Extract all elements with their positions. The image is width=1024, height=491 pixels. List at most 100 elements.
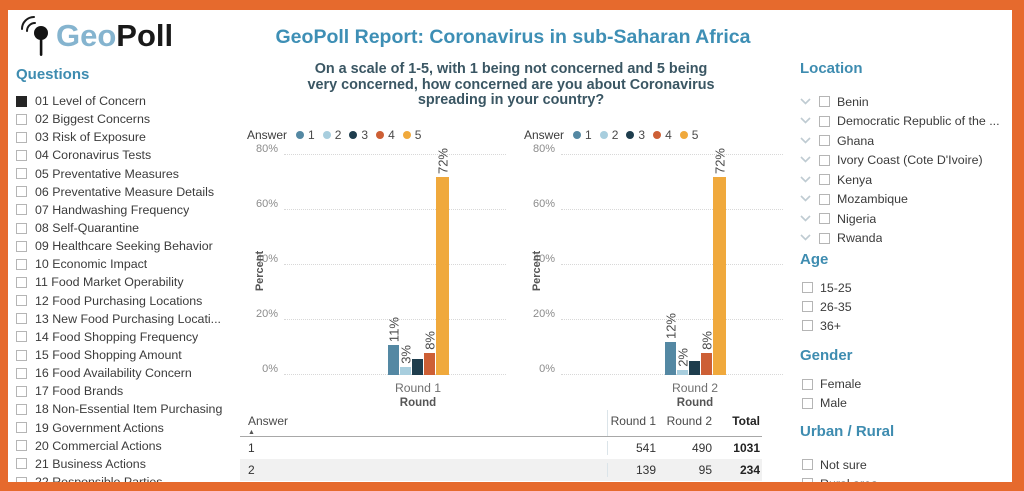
checkbox[interactable] [819,135,830,147]
question-item[interactable]: 21 Business Actions [16,455,244,473]
checkbox[interactable] [16,186,27,198]
checkbox[interactable] [16,331,27,343]
checkbox[interactable] [16,131,27,143]
question-item[interactable]: 04 Coronavirus Tests [16,146,244,164]
filter-item-democratic-republic-of-the[interactable]: Democratic Republic of the ... [800,112,1012,132]
chevron-down-icon[interactable] [800,98,812,106]
bar-answer-2[interactable]: 2% [675,348,690,375]
checkbox[interactable] [16,240,27,252]
checkbox[interactable] [16,313,27,325]
checkbox[interactable] [802,378,813,390]
checkbox[interactable] [802,301,813,313]
filter-item-15-25[interactable]: 15-25 [800,278,1012,297]
question-item[interactable]: 17 Food Brands [16,382,244,400]
question-item[interactable]: 09 Healthcare Seeking Behavior [16,237,244,255]
question-item[interactable]: 02 Biggest Concerns [16,110,244,128]
filter-item-rwanda[interactable]: Rwanda [800,229,1012,249]
checkbox[interactable] [802,282,813,294]
bar-answer-4[interactable]: 8% [699,331,714,375]
sort-ascending-icon[interactable]: ▲ [248,429,255,436]
checkbox[interactable] [802,320,813,332]
table-header-answer[interactable]: Answer ▲ [240,410,608,436]
checkbox[interactable] [16,367,27,379]
checkbox[interactable] [819,96,830,108]
checkbox[interactable] [819,115,830,127]
question-item[interactable]: 20 Commercial Actions [16,437,244,455]
chevron-down-icon[interactable] [800,117,812,125]
checkbox[interactable] [16,440,27,452]
checkbox[interactable] [16,204,27,216]
filter-item-male[interactable]: Male [800,394,1012,413]
checkbox[interactable] [802,459,813,471]
checkbox[interactable] [16,385,27,397]
table-header-round-2[interactable]: Round 2 [660,410,716,436]
table-header-round-1[interactable]: Round 1 [608,410,660,436]
bar-answer-5[interactable]: 72% [712,148,727,375]
question-item[interactable]: 08 Self-Quarantine [16,219,244,237]
filter-item-36[interactable]: 36+ [800,316,1012,335]
chevron-down-icon[interactable] [800,234,812,242]
checkbox[interactable] [16,349,27,361]
chevron-down-icon[interactable] [800,176,812,184]
chevron-down-icon[interactable] [800,215,812,223]
bar-answer-3[interactable] [412,358,423,375]
filter-item-kenya[interactable]: Kenya [800,170,1012,190]
question-item[interactable]: 01 Level of Concern [16,92,244,110]
question-item[interactable]: 03 Risk of Exposure [16,128,244,146]
question-item[interactable]: 05 Preventative Measures [16,165,244,183]
bar-answer-1[interactable]: 11% [386,317,401,375]
checkbox[interactable] [16,476,27,482]
question-item[interactable]: 22 Responsible Parties [16,473,244,482]
checkbox[interactable] [16,276,27,288]
question-item[interactable]: 19 Government Actions [16,419,244,437]
question-item[interactable]: 12 Food Purchasing Locations [16,292,244,310]
bar-answer-3[interactable] [689,361,700,375]
filter-item-benin[interactable]: Benin [800,92,1012,112]
bar-answer-1[interactable]: 12% [663,313,678,375]
checkbox[interactable] [819,232,830,244]
question-item[interactable]: 06 Preventative Measure Details [16,183,244,201]
gridline [284,264,506,265]
question-item[interactable]: 13 New Food Purchasing Locati... [16,310,244,328]
legend-entry-2: 2 [322,128,341,142]
checkbox[interactable] [16,295,27,307]
bar-answer-5[interactable]: 72% [435,148,450,375]
bar-answer-2[interactable]: 3% [398,345,413,375]
checkbox[interactable] [16,222,27,234]
filter-item-not-sure[interactable]: Not sure [800,455,1012,474]
question-item[interactable]: 11 Food Market Operability [16,273,244,291]
checkbox[interactable] [16,168,27,180]
filter-item-ghana[interactable]: Ghana [800,131,1012,151]
question-item[interactable]: 15 Food Shopping Amount [16,346,244,364]
chevron-down-icon[interactable] [800,137,812,145]
question-item[interactable]: 10 Economic Impact [16,255,244,273]
checkbox[interactable] [16,95,27,107]
checkbox[interactable] [16,422,27,434]
checkbox[interactable] [819,174,830,186]
table-header-total[interactable]: Total [716,410,762,436]
chevron-down-icon[interactable] [800,156,812,164]
checkbox[interactable] [802,478,813,482]
chevron-down-icon[interactable] [800,195,812,203]
filter-item-26-35[interactable]: 26-35 [800,297,1012,316]
filter-item-ivory-coast-cote-d-ivoire[interactable]: Ivory Coast (Cote D'Ivoire) [800,151,1012,171]
checkbox[interactable] [819,154,830,166]
checkbox[interactable] [802,397,813,409]
question-item[interactable]: 18 Non-Essential Item Purchasing [16,400,244,418]
bar-answer-4[interactable]: 8% [422,331,437,375]
question-item[interactable]: 14 Food Shopping Frequency [16,328,244,346]
question-item[interactable]: 16 Food Availability Concern [16,364,244,382]
checkbox[interactable] [16,403,27,415]
checkbox[interactable] [16,458,27,470]
filter-item-nigeria[interactable]: Nigeria [800,209,1012,229]
checkbox[interactable] [16,258,27,270]
checkbox[interactable] [819,193,830,205]
filter-item-female[interactable]: Female [800,375,1012,394]
filter-item-rural-area[interactable]: Rural area [800,474,1012,482]
checkbox[interactable] [16,149,27,161]
filter-item-mozambique[interactable]: Mozambique [800,190,1012,210]
checkbox[interactable] [16,113,27,125]
urban-rural-header: Urban / Rural [800,422,895,440]
checkbox[interactable] [819,213,830,225]
question-item[interactable]: 07 Handwashing Frequency [16,201,244,219]
